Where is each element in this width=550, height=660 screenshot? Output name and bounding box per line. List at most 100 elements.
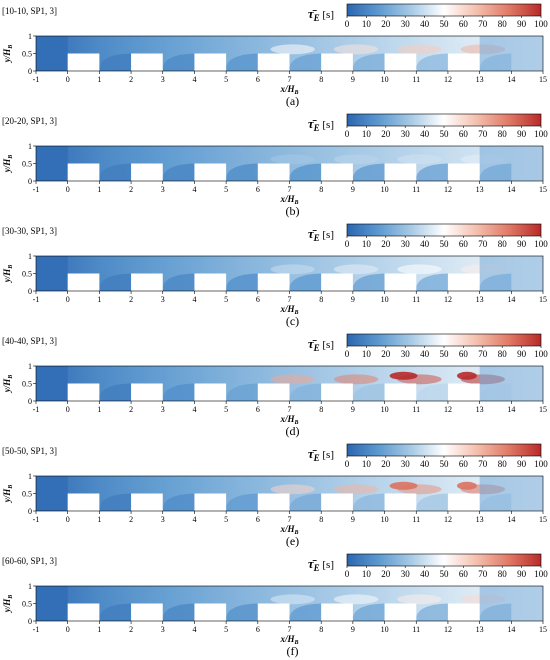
panel-e: [50-50, SP1, 3]0 10 20 30 40 50 60 70 80 90 100τ̄E…: [2, 443, 548, 548]
building-block: [194, 493, 227, 511]
building-block: [67, 383, 100, 401]
y-tick-label: 1: [28, 582, 32, 591]
colorbar-tick-label: 20: [381, 349, 391, 359]
x-tick-label: 10: [381, 405, 389, 414]
x-tick-label: -1: [33, 625, 40, 634]
x-tick-label: 5: [224, 625, 228, 634]
colorbar-tick-label: 10: [362, 349, 372, 359]
colorbar-tick-label: 60: [459, 129, 469, 139]
colorbar-tick-label: 90: [517, 19, 527, 29]
x-tick-label: 5: [224, 515, 228, 524]
colorbar-tick-label: 40: [420, 569, 430, 579]
colorbar-tick-label: 0: [345, 459, 350, 469]
x-tick-label: 2: [129, 295, 133, 304]
building-block: [131, 163, 163, 181]
colorbar-tick-label: 30: [401, 239, 411, 249]
x-tick-label: 8: [319, 185, 323, 194]
colorbar: [346, 223, 542, 237]
colorbar-tick-label: 50: [440, 129, 450, 139]
colorbar-tick-label: 20: [381, 569, 391, 579]
x-tick-label: 7: [288, 295, 292, 304]
x-tick-label: -1: [33, 515, 40, 524]
x-tick-label: 4: [192, 75, 196, 84]
colorbar-tick-label: 80: [498, 129, 508, 139]
building-block: [447, 53, 480, 71]
colorbar-tick-label: 60: [459, 19, 469, 29]
colorbar-tick-label: 30: [401, 19, 411, 29]
colorbar-tick-label: 30: [401, 349, 411, 359]
colorbar-tick-label: 90: [517, 129, 527, 139]
x-tick-label: 6: [256, 515, 260, 524]
colorbar-tick-label: 70: [478, 19, 488, 29]
x-tick-label: 11: [412, 185, 420, 194]
y-tick-label: 0: [28, 617, 32, 626]
x-tick-label: 2: [129, 625, 133, 634]
colorbar-tick-label: 30: [401, 569, 411, 579]
colorbar-tick-label: 40: [420, 19, 430, 29]
y-tick-label: 1: [28, 32, 32, 41]
colorbar-tick-label: 50: [440, 349, 450, 359]
y-axis-label: y/HB: [2, 265, 14, 284]
panel-caption: (b): [286, 204, 300, 218]
colorbar-tick-label: 10: [362, 239, 372, 249]
x-tick-label: 15: [539, 515, 547, 524]
building-block: [384, 493, 417, 511]
x-tick-label: 11: [412, 75, 420, 84]
colorbar-tick-label: 60: [459, 459, 469, 469]
y-tick-label: 0: [28, 507, 32, 516]
building-block: [321, 603, 353, 621]
building-block: [67, 163, 100, 181]
x-tick-label: 7: [288, 515, 292, 524]
x-tick-label: 6: [256, 625, 260, 634]
colorbar-tick-label: 20: [381, 239, 391, 249]
y-axis-label: y/HB: [2, 595, 14, 614]
x-tick-label: 10: [381, 185, 389, 194]
panel-c: [30-30, SP1, 3]0 10 20 30 40 50 60 70 80 90 100τ̄E…: [2, 223, 548, 328]
x-tick-label: 5: [224, 405, 228, 414]
colorbar: [346, 113, 542, 127]
x-tick-label: 15: [539, 295, 547, 304]
panel-caption: (f): [287, 644, 299, 658]
x-tick-label: 0: [66, 185, 70, 194]
x-axis-label: x/HB: [279, 634, 298, 646]
building-block: [194, 163, 227, 181]
colorbar-tick-label: 40: [420, 239, 430, 249]
x-tick-label: 3: [161, 515, 165, 524]
x-tick-label: 12: [444, 515, 452, 524]
panel-tag: [40-40, SP1, 3]: [2, 336, 57, 346]
colorbar-tick-label: 100: [534, 569, 548, 579]
x-tick-label: 13: [476, 185, 484, 194]
x-tick-label: 3: [161, 75, 165, 84]
colorbar-tick-label: 70: [478, 349, 488, 359]
building-block: [257, 603, 290, 621]
colorbar: [346, 333, 542, 347]
x-tick-label: 9: [351, 515, 355, 524]
building-block: [67, 493, 100, 511]
building-block: [131, 383, 163, 401]
colorbar-tick-label: 60: [459, 569, 469, 579]
y-tick-label: 0: [28, 67, 32, 76]
x-tick-label: 0: [66, 625, 70, 634]
x-tick-label: 4: [192, 515, 196, 524]
x-tick-label: 15: [539, 75, 547, 84]
x-tick-label: 5: [224, 295, 228, 304]
x-tick-label: 7: [288, 405, 292, 414]
x-tick-label: 13: [476, 625, 484, 634]
building-block: [384, 273, 417, 291]
x-tick-label: 0: [66, 405, 70, 414]
colorbar-tick-label: 20: [381, 459, 391, 469]
y-tick-label: 0: [28, 177, 32, 186]
panel-caption: (d): [286, 424, 300, 438]
colorbar-tick-label: 10: [362, 129, 372, 139]
colorbar-tick-label: 20: [381, 19, 391, 29]
x-tick-label: 10: [381, 515, 389, 524]
colorbar-tick-label: 70: [478, 459, 488, 469]
building-block: [194, 603, 227, 621]
x-tick-label: 15: [539, 625, 547, 634]
colorbar-tick-label: 90: [517, 239, 527, 249]
y-tick-label: 0.5: [22, 50, 32, 59]
y-axis-label: y/HB: [2, 155, 14, 174]
colorbar-tick-label: 40: [420, 459, 430, 469]
building-block: [257, 53, 290, 71]
x-tick-label: 3: [161, 185, 165, 194]
